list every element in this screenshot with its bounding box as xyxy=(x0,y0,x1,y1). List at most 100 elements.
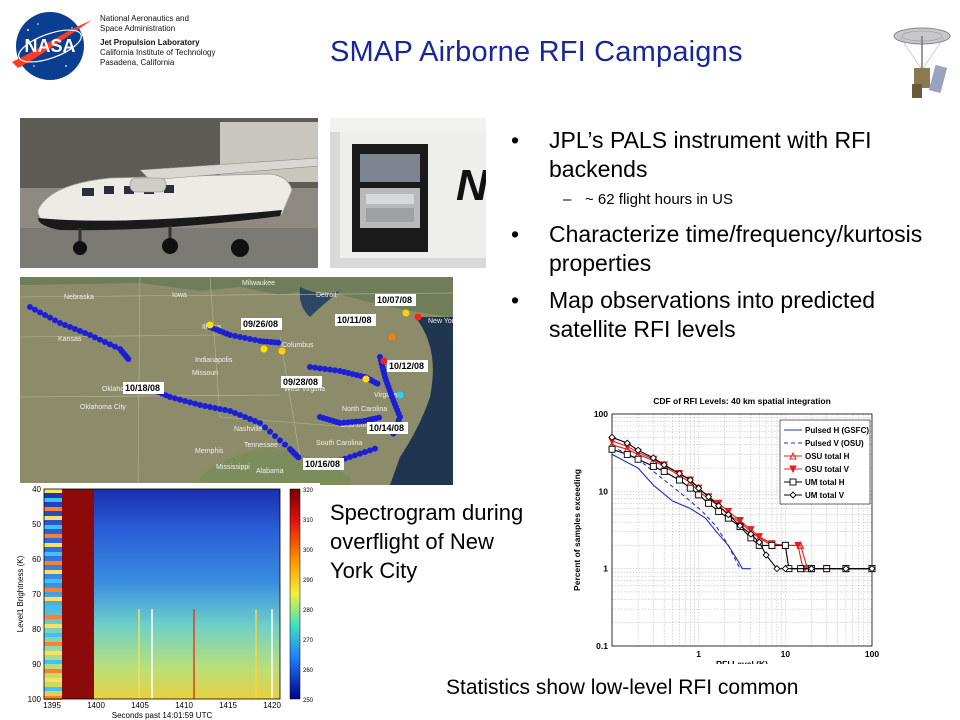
flight-track-dot xyxy=(262,424,268,431)
flight-track-dot xyxy=(272,433,278,439)
plot-frame xyxy=(611,413,873,647)
spectrogram-streak xyxy=(44,516,62,520)
flight-track-dot xyxy=(47,314,53,321)
flight-track-dot xyxy=(275,339,282,346)
data-marker-diamond xyxy=(762,551,770,559)
flight-track-dot xyxy=(92,334,98,341)
flight-date-label: 10/07/08 xyxy=(377,295,412,305)
spectrogram-streak xyxy=(44,498,62,502)
lab-line-3: Pasadena, California xyxy=(100,58,175,67)
flight-date-label: 10/12/08 xyxy=(389,361,424,371)
flight-track-dot xyxy=(212,405,218,411)
data-marker-square xyxy=(781,541,789,549)
flight-track-dot xyxy=(172,395,178,402)
flight-track-dot xyxy=(347,454,353,460)
flight-track-dot xyxy=(327,366,333,373)
flight-track-dot xyxy=(312,364,318,371)
colorbar-tick: 300 xyxy=(303,548,314,554)
flight-track-dot xyxy=(227,408,233,414)
flight-track-dot xyxy=(87,332,93,338)
data-marker-diamond xyxy=(704,493,713,501)
spectrogram-xlabel: Seconds past 14:01:59 UTC xyxy=(112,711,213,720)
flight-date-label: 10/16/08 xyxy=(305,459,340,469)
colorbar-tick: 320 xyxy=(303,488,314,494)
legend-label: OSU total V xyxy=(805,465,850,474)
data-marker-triangle-down xyxy=(747,526,755,534)
flight-track-dot xyxy=(57,320,63,326)
flight-date-box xyxy=(123,382,164,394)
flight-track-dot xyxy=(222,407,228,413)
spectrogram-streak xyxy=(44,678,62,682)
data-marker-diamond xyxy=(724,510,732,519)
spectrogram-xtick: 1415 xyxy=(219,701,237,710)
flight-track-dot xyxy=(217,406,223,412)
data-marker-square xyxy=(695,491,703,499)
map-south-region xyxy=(200,447,350,485)
cdf-xtick: 1 xyxy=(696,649,701,659)
flight-track-dot xyxy=(242,335,248,341)
map-place-label: West Virginia xyxy=(284,386,325,393)
spectrogram-ytick: 50 xyxy=(32,520,41,529)
flight-date-box xyxy=(387,360,428,372)
flight-track-dot xyxy=(42,312,48,318)
flight-track-dot xyxy=(277,437,283,444)
legend-label: Pulsed V (OSU) xyxy=(805,439,864,448)
legend-label: OSU total H xyxy=(805,452,850,461)
map-place-label: Virginia xyxy=(374,392,397,399)
spectrogram-streak xyxy=(44,615,62,619)
map-state-border xyxy=(20,334,221,338)
map-place-label: South Carolina xyxy=(316,440,362,447)
data-marker-triangle-up xyxy=(789,451,797,460)
flight-track-dot xyxy=(27,304,33,310)
map-place-label: Oklahoma xyxy=(102,386,134,393)
data-marker-diamond xyxy=(868,565,876,573)
map-ocean xyxy=(390,317,453,485)
map-place-label: Alabama xyxy=(256,468,284,475)
flight-track-dot xyxy=(282,441,288,448)
flight-track-dot xyxy=(125,356,132,362)
flight-track-dot xyxy=(307,364,313,370)
map-place-label: Iowa xyxy=(172,292,187,299)
data-marker-diamond xyxy=(755,538,763,546)
map-place-label: Kansas xyxy=(58,336,82,343)
data-marker-diamond xyxy=(675,469,684,478)
data-marker-diamond xyxy=(781,565,789,573)
flight-track-dot xyxy=(207,404,213,410)
data-marker-square xyxy=(623,450,631,458)
flight-track-dot xyxy=(232,333,238,339)
rfi-hotspot xyxy=(380,357,388,365)
legend-box xyxy=(779,419,871,505)
org-block: National Aeronautics and Space Administr… xyxy=(100,14,215,68)
map-place-label: Nebraska xyxy=(64,294,94,301)
rfi-hotspot xyxy=(260,345,268,353)
flight-date-box xyxy=(303,458,344,470)
colorbar-tick: 290 xyxy=(303,578,314,584)
colorbar-tick: 250 xyxy=(303,698,314,704)
map-state-border xyxy=(20,394,281,398)
flight-track-dot xyxy=(242,414,248,420)
bullet-characterize: Characterize time/frequency/kurtosis pro… xyxy=(505,220,950,278)
data-marker-diamond xyxy=(634,446,642,454)
map-place-label: Columbus xyxy=(282,342,314,349)
data-marker-square xyxy=(608,445,616,453)
map-lakes-region xyxy=(20,277,453,317)
data-marker-triangle-down xyxy=(789,465,797,474)
flight-date-label: 09/28/08 xyxy=(283,377,318,387)
colorbar-tick: 270 xyxy=(303,638,314,644)
flight-track-dot xyxy=(62,322,68,328)
org-line-2: Space Administration xyxy=(100,24,176,33)
spectrogram-ytick: 40 xyxy=(32,485,41,494)
flight-track-dot xyxy=(177,396,183,403)
flight-track-dot xyxy=(252,418,258,424)
data-marker-square xyxy=(686,484,694,492)
flight-track-dot xyxy=(37,309,43,316)
map-state-border xyxy=(279,336,301,458)
spectrogram-streak xyxy=(44,552,62,556)
spectrogram-ytick: 70 xyxy=(32,590,41,599)
flight-map: Nebraska Iowa Milwaukee Detroit Kansas Indian… xyxy=(20,277,453,485)
spectrogram-xtick: 1405 xyxy=(131,701,149,710)
map-state-border xyxy=(219,416,351,428)
spectrogram-streak xyxy=(44,696,62,700)
flight-date-label: 10/18/08 xyxy=(125,383,160,393)
legend-label: UM total V xyxy=(805,491,845,500)
